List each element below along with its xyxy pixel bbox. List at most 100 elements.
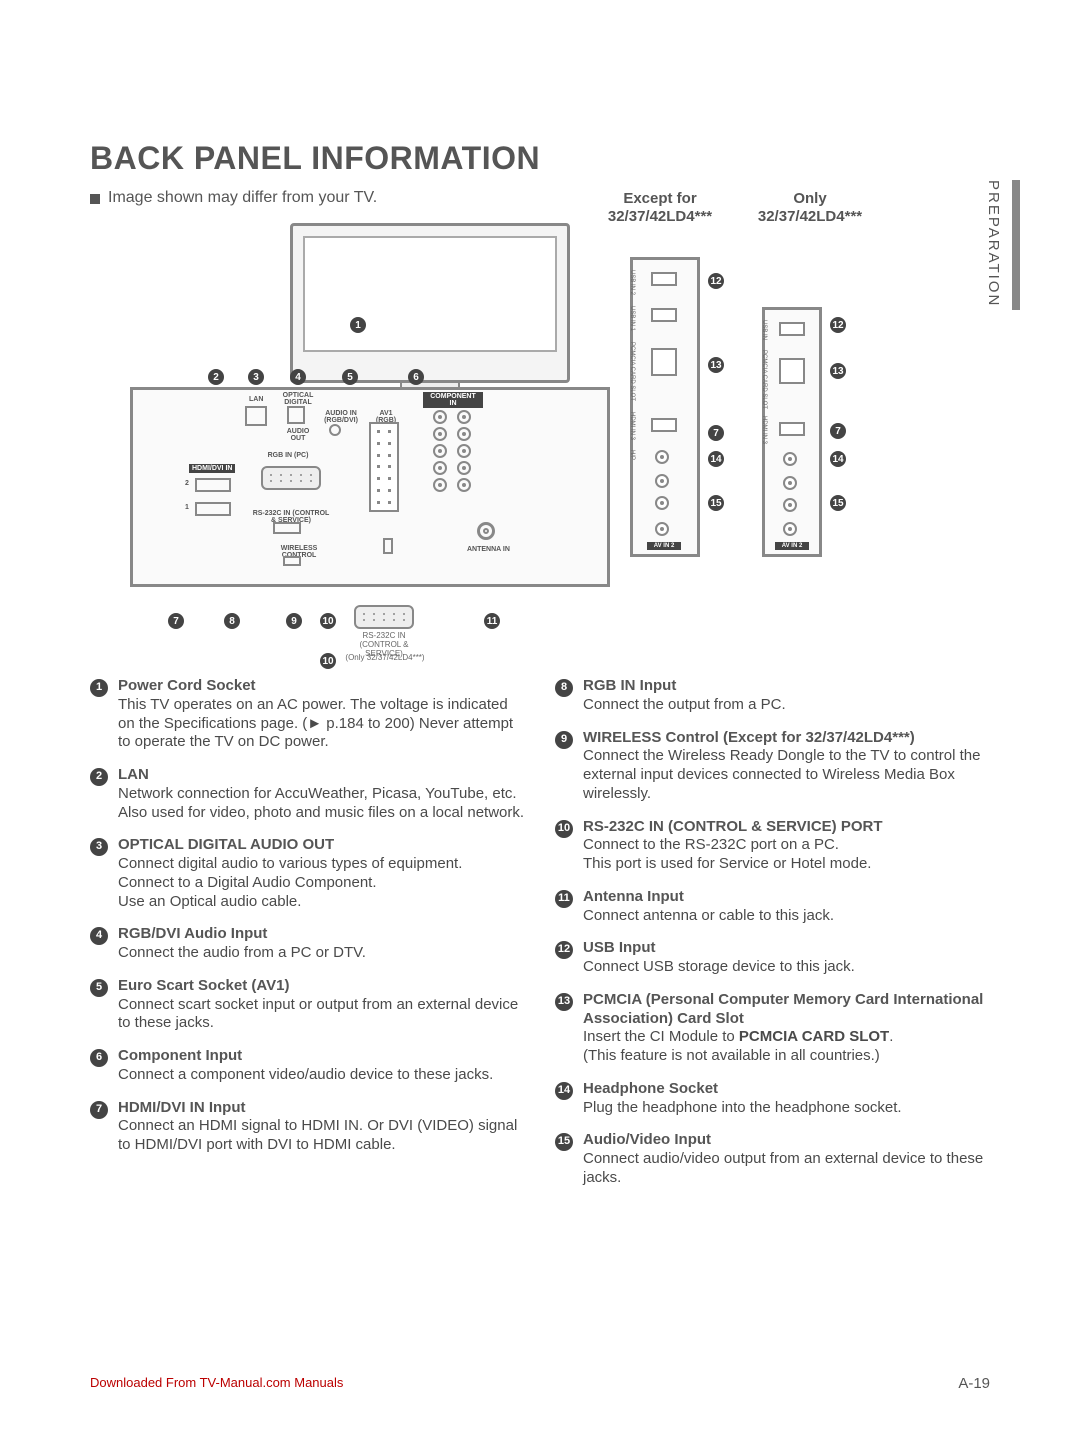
optical-port [287, 406, 305, 424]
rs232-only-note: (Only 32/37/42LD4***) [330, 653, 440, 662]
item-text: Connect the audio from a PC or DTV. [118, 944, 525, 963]
callout-7b: 7 [830, 423, 846, 439]
hdmi-in-3-only [779, 422, 805, 436]
rs232-port [273, 522, 301, 534]
item-heading: Audio/Video Input [583, 1131, 990, 1150]
callout-10b: 10 [320, 653, 336, 669]
description-item: 14 Headphone SocketPlug the headphone int… [555, 1080, 990, 1118]
item-number-badge: 3 [90, 838, 108, 856]
item-body: LANNetwork connection for AccuWeather, P… [118, 766, 525, 822]
item-text: Connect antenna or cable to this jack. [583, 907, 990, 926]
description-item: 13 PCMCIA (Personal Computer Memory Card … [555, 991, 990, 1066]
callout-13a: 13 [708, 357, 724, 373]
usb-in-1-port [651, 308, 677, 322]
callout-10: 10 [320, 613, 336, 629]
item-text: Connect the Wireless Ready Dongle to the… [583, 747, 990, 803]
item-heading: WIRELESS Control (Except for 32/37/42LD4… [583, 729, 990, 748]
description-item: 7HDMI/DVI IN InputConnect an HDMI signal… [90, 1099, 525, 1155]
description-columns: 1Power Cord SocketThis TV operates on an… [90, 677, 990, 1202]
item-number-badge: 15 [555, 1133, 573, 1151]
rgb-in-label: RGB IN (PC) [263, 452, 313, 459]
item-number-badge: 14 [555, 1082, 573, 1100]
item-number-badge: 11 [555, 890, 573, 908]
pcmcia-slot-only [779, 358, 805, 384]
item-number-badge: 12 [555, 941, 573, 959]
diagram-area: 1 LAN OPTICAL DIGITAL AUDIO OUT AUDIO IN… [90, 217, 990, 657]
callout-7a: 7 [708, 425, 724, 441]
item-number-badge: 8 [555, 679, 573, 697]
left-column: 1Power Cord SocketThis TV operates on an… [90, 677, 525, 1202]
side-panel-except: USB IN 2 USB IN 1 PCMCIA CARD SLOT HDMI … [630, 257, 700, 557]
description-item: 5Euro Scart Socket (AV1)Connect scart so… [90, 977, 525, 1033]
item-number-badge: 2 [90, 768, 108, 786]
item-heading: RGB IN Input [583, 677, 990, 696]
antenna-jack [477, 522, 495, 540]
callout-8: 8 [224, 613, 240, 629]
lan-label: LAN [249, 396, 263, 403]
manual-page: PREPARATION BACK PANEL INFORMATION Image… [0, 0, 1080, 1440]
item-body: Component InputConnect a component video… [118, 1047, 525, 1085]
callout-11: 11 [484, 613, 500, 629]
callout-12b: 12 [830, 317, 846, 333]
item-text: Network connection for AccuWeather, Pica… [118, 785, 525, 823]
item-text: Connect scart socket input or output fro… [118, 996, 525, 1034]
scart-socket [369, 422, 399, 512]
hdmi-port-2 [195, 478, 231, 492]
item-body: PCMCIA (Personal Computer Memory Card In… [583, 991, 990, 1066]
download-source: Downloaded From TV-Manual.com Manuals [90, 1375, 343, 1392]
description-item: 3OPTICAL DIGITAL AUDIO OUTConnect digita… [90, 836, 525, 911]
callout-4: 4 [290, 369, 306, 385]
audio-l-only [783, 476, 797, 490]
item-body: Euro Scart Socket (AV1)Connect scart soc… [118, 977, 525, 1033]
audio-out-label: AUDIO OUT [281, 428, 315, 442]
page-number: A-19 [958, 1375, 990, 1392]
item-body: RGB/DVI Audio InputConnect the audio fro… [118, 925, 525, 963]
video-only [783, 522, 797, 536]
item-text: Connect an HDMI signal to HDMI IN. Or DV… [118, 1117, 525, 1155]
callout-14a: 14 [708, 451, 724, 467]
item-body: Audio/Video InputConnect audio/video out… [583, 1131, 990, 1187]
tv-front-outline [290, 223, 570, 383]
item-text: Connect to the RS-232C port on a PC. Thi… [583, 836, 990, 874]
back-panel-diagram: LAN OPTICAL DIGITAL AUDIO OUT AUDIO IN (… [130, 387, 610, 587]
bullet-square [90, 194, 100, 204]
item-heading: PCMCIA (Personal Computer Memory Card In… [583, 991, 990, 1029]
item-heading: Headphone Socket [583, 1080, 990, 1099]
component-label: COMPONENT IN [423, 392, 483, 408]
tv-screen [303, 236, 557, 352]
callout-9: 9 [286, 613, 302, 629]
item-heading: Euro Scart Socket (AV1) [118, 977, 525, 996]
callout-14b: 14 [830, 451, 846, 467]
description-item: 10RS-232C IN (CONTROL & SERVICE) PORTCon… [555, 818, 990, 874]
item-text: Insert the CI Module to PCMCIA CARD SLOT… [583, 1028, 990, 1066]
item-number-badge: 9 [555, 731, 573, 749]
page-title: BACK PANEL INFORMATION [90, 140, 990, 177]
description-item: 1Power Cord SocketThis TV operates on an… [90, 677, 525, 752]
lan-port [245, 406, 267, 426]
description-item: 4RGB/DVI Audio InputConnect the audio fr… [90, 925, 525, 963]
callout-2: 2 [208, 369, 224, 385]
item-heading: Antenna Input [583, 888, 990, 907]
audio-l-jack [655, 474, 669, 488]
item-text: Connect USB storage device to this jack. [583, 958, 990, 977]
pcmcia-slot [651, 348, 677, 376]
item-body: Power Cord SocketThis TV operates on an … [118, 677, 525, 752]
item-number-badge: 13 [555, 993, 573, 1011]
item-body: RGB IN InputConnect the output from a PC… [583, 677, 990, 715]
item-body: Headphone SocketPlug the headphone into … [583, 1080, 990, 1118]
side-panel-only: USB IN PCMCIA CARD SLOT HDMI IN 3 AV IN … [762, 307, 822, 557]
rgb-vga-port [261, 466, 321, 490]
description-item: 2 LANNetwork connection for AccuWeather, … [90, 766, 525, 822]
description-item: 11 Antenna InputConnect antenna or cable … [555, 888, 990, 926]
note-text: Image shown may differ from your TV. [108, 189, 377, 207]
audio-r-jack [655, 496, 669, 510]
video-jack [655, 522, 669, 536]
usb-in-port-only [779, 322, 805, 336]
item-heading: OPTICAL DIGITAL AUDIO OUT [118, 836, 525, 855]
rs232-external [354, 605, 414, 629]
item-text: Connect audio/video output from an exter… [583, 1150, 990, 1188]
callout-1: 1 [350, 317, 366, 333]
wireless-port [283, 556, 301, 566]
item-body: USB InputConnect USB storage device to t… [583, 939, 990, 977]
callout-3: 3 [248, 369, 264, 385]
